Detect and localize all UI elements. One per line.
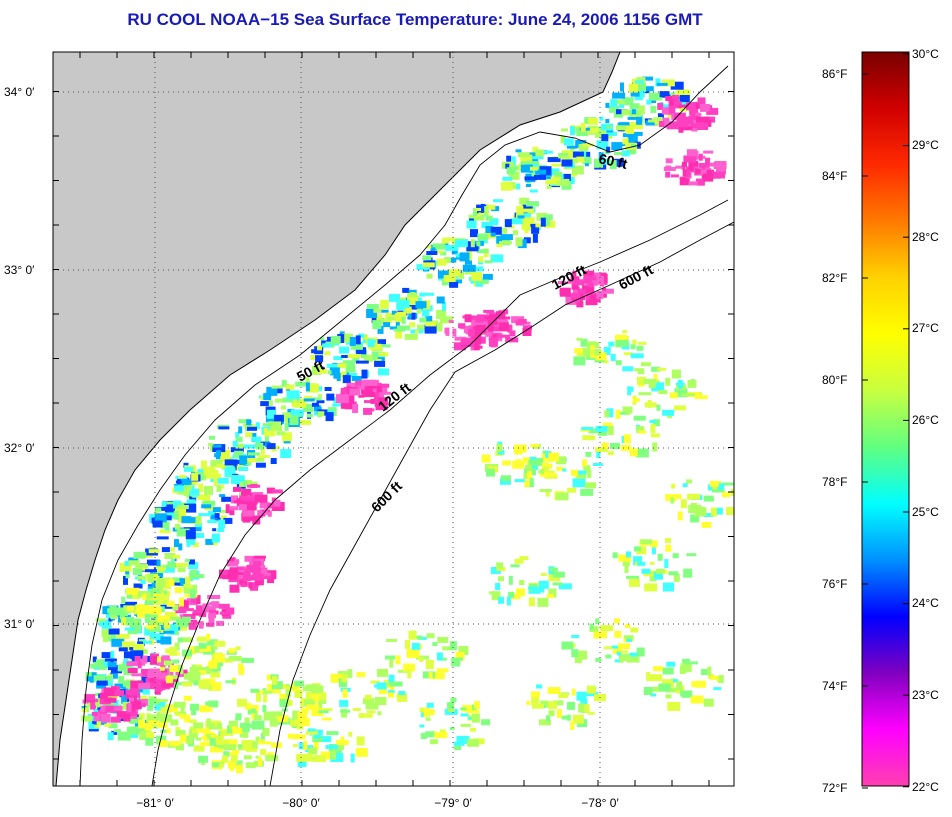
lat-label-31: 31° 0′ — [4, 617, 35, 631]
map-title: RU COOL NOAA−15 Sea Surface Temperature:… — [127, 10, 703, 29]
lon-label-81: −81° 0′ — [136, 796, 174, 810]
lat-label-33: 33° 0′ — [4, 263, 35, 277]
lon-label-78: −78° 0′ — [581, 796, 619, 810]
coastline — [55, 52, 621, 786]
depth-label-60ft: 60 ft — [597, 150, 629, 172]
map-frame — [52, 51, 735, 787]
lat-label-32: 32° 0′ — [4, 441, 35, 455]
lon-label-79: −79° 0′ — [434, 796, 472, 810]
graticule — [53, 52, 734, 786]
depth-contour-120ft — [151, 199, 729, 786]
depth-contour-60ft — [79, 65, 729, 786]
lon-label-80: −80° 0′ — [282, 796, 320, 810]
depth-contour-600ft — [269, 221, 734, 786]
lat-label-34: 34° 0′ — [4, 85, 35, 99]
axis-ticks — [53, 52, 734, 786]
land-area — [53, 52, 620, 786]
